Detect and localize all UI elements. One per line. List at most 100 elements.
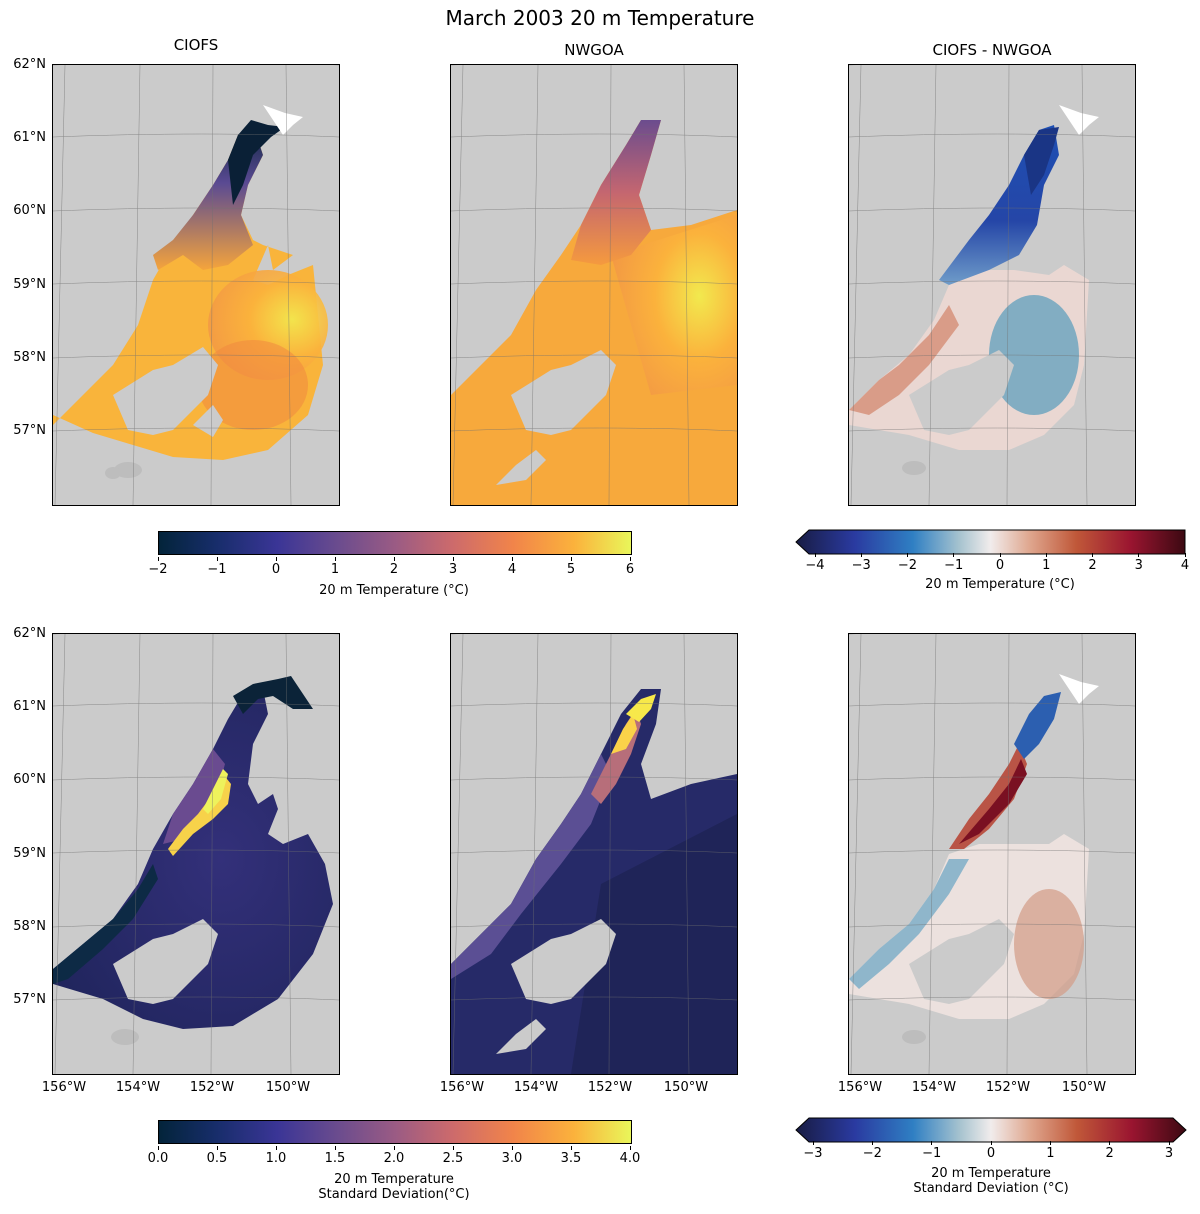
colorbar-std-tick-label: 3.5 <box>560 1151 582 1166</box>
map-diff-temperature <box>848 64 1136 506</box>
colorbar-std-tick-mark <box>275 1146 277 1150</box>
colorbar-std-diff <box>795 1117 1187 1143</box>
colorbar-temperature-tick-mark <box>157 557 159 561</box>
colorbar-temperature-tick-mark <box>452 557 454 561</box>
colorbar-std-tick-label: 1.0 <box>265 1151 287 1166</box>
colorbar-std-tick-mark <box>511 1146 513 1150</box>
colorbar-std-tick-label: 0.5 <box>206 1151 228 1166</box>
lon-tick-panel1: 156°W <box>41 1080 87 1095</box>
colorbar-temperature-tick-label: 1 <box>330 562 340 577</box>
lon-tick-panel1: 152°W <box>189 1080 235 1095</box>
colorbar-std-diff-tick-mark <box>871 1141 873 1145</box>
lat-tick-60-top: 60°N <box>13 203 46 218</box>
lon-tick-panel3: 152°W <box>985 1080 1031 1095</box>
colorbar-temperature-tick-label: −2 <box>148 562 168 577</box>
lat-tick-61-bottom: 61°N <box>13 699 46 714</box>
colorbar-temperature-diff-tick-label: −1 <box>944 558 964 573</box>
lon-tick-panel1: 150°W <box>265 1080 311 1095</box>
map-ciofs-temperature <box>52 64 340 506</box>
colorbar-temperature-tick-label: 6 <box>625 562 635 577</box>
colorbar-temperature-tick-mark <box>629 557 631 561</box>
colorbar-temperature-diff-tick-label: 2 <box>1088 558 1097 573</box>
colorbar-temperature-label: 20 m Temperature (°C) <box>319 583 469 598</box>
colorbar-std-tick-label: 1.5 <box>324 1151 346 1166</box>
colorbar-std-tick-mark <box>629 1146 631 1150</box>
colorbar-temperature-diff-tick-mark <box>953 553 955 557</box>
colorbar-temperature-diff-label: 20 m Temperature (°C) <box>925 577 1075 592</box>
colorbar-std-diff-tick-mark <box>812 1141 814 1145</box>
colorbar-temperature-tick-label: 5 <box>566 562 576 577</box>
colorbar-std-diff-label-line2: Standard Deviation (°C) <box>913 1181 1069 1196</box>
colorbar-temperature-tick-label: 4 <box>507 562 517 577</box>
colorbar-std-diff-tick-label: −3 <box>803 1146 823 1161</box>
colorbar-std-diff-tick-mark <box>990 1141 992 1145</box>
colorbar-std <box>158 1120 632 1144</box>
colorbar-temperature-tick-mark <box>511 557 513 561</box>
colorbar-std-tick-mark <box>452 1146 454 1150</box>
colorbar-temperature-tick-mark <box>393 557 395 561</box>
colorbar-temperature-tick-mark <box>275 557 277 561</box>
colorbar-std-diff-tick-mark <box>1049 1141 1051 1145</box>
colorbar-temperature-diff-tick-mark <box>999 553 1001 557</box>
colorbar-std-diff-label-line1: 20 m Temperature <box>931 1166 1051 1181</box>
figure-title: March 2003 20 m Temperature <box>445 6 755 30</box>
colorbar-std-tick-label: 0.0 <box>147 1151 169 1166</box>
lat-tick-59-top: 59°N <box>13 277 46 292</box>
lon-tick-panel2: 152°W <box>587 1080 633 1095</box>
lat-tick-58-bottom: 58°N <box>13 919 46 934</box>
lon-tick-panel2: 150°W <box>663 1080 709 1095</box>
colorbar-temperature-diff-tick-label: 1 <box>1042 558 1051 573</box>
colorbar-std-tick-mark <box>570 1146 572 1150</box>
colorbar-temperature-diff-tick-mark <box>860 553 862 557</box>
colorbar-temperature-diff-tick-mark <box>1045 553 1047 557</box>
colorbar-std-tick-mark <box>157 1146 159 1150</box>
colorbar-std-label-line2: Standard Deviation(°C) <box>318 1187 470 1202</box>
colorbar-std-label-line1: 20 m Temperature <box>334 1172 454 1187</box>
colorbar-temperature-tick-mark <box>216 557 218 561</box>
colorbar-std-tick-label: 4.0 <box>619 1151 641 1166</box>
lon-tick-panel3: 154°W <box>911 1080 957 1095</box>
colorbar-std-diff-tick-mark <box>1168 1141 1170 1145</box>
map-ciofs-std <box>52 633 340 1075</box>
colorbar-temperature-diff <box>795 529 1186 555</box>
map-nwgoa-temperature <box>450 64 738 506</box>
lat-tick-57-top: 57°N <box>13 423 46 438</box>
colorbar-std-diff-tick-label: 0 <box>986 1146 996 1161</box>
panel-title-ciofs: CIOFS <box>173 36 219 54</box>
lat-tick-59-bottom: 59°N <box>13 846 46 861</box>
colorbar-temperature-diff-tick-mark <box>1092 553 1093 557</box>
colorbar-std-tick-label: 2.0 <box>383 1151 405 1166</box>
colorbar-temperature-diff-tick-label: 0 <box>995 558 1005 573</box>
lat-tick-62-top: 62°N <box>13 57 46 72</box>
colorbar-temperature <box>158 531 632 555</box>
colorbar-temperature-diff-tick-mark <box>814 553 816 557</box>
lat-tick-57-bottom: 57°N <box>13 992 46 1007</box>
colorbar-std-tick-label: 3.0 <box>501 1151 523 1166</box>
lat-tick-58-top: 58°N <box>13 350 46 365</box>
map-nwgoa-std <box>450 633 738 1075</box>
map-diff-std <box>848 633 1136 1075</box>
colorbar-std-diff-tick-label: 3 <box>1164 1146 1174 1161</box>
colorbar-temperature-diff-tick-label: 3 <box>1134 558 1143 573</box>
colorbar-std-tick-mark <box>393 1146 395 1150</box>
lon-tick-panel3: 156°W <box>837 1080 883 1095</box>
colorbar-temperature-diff-tick-label: −3 <box>851 558 871 573</box>
colorbar-std-diff-tick-mark <box>1109 1141 1111 1145</box>
lon-tick-panel3: 150°W <box>1061 1080 1107 1095</box>
colorbar-temperature-tick-label: −1 <box>207 562 227 577</box>
colorbar-std-tick-mark <box>216 1146 218 1150</box>
colorbar-std-tick-mark <box>334 1146 336 1150</box>
colorbar-std-diff-tick-label: −2 <box>862 1146 882 1161</box>
lon-tick-panel2: 154°W <box>513 1080 559 1095</box>
lon-tick-panel1: 154°W <box>115 1080 161 1095</box>
lat-tick-62-bottom: 62°N <box>13 626 46 641</box>
colorbar-temperature-tick-label: 3 <box>448 562 458 577</box>
colorbar-std-tick-label: 2.5 <box>442 1151 464 1166</box>
colorbar-std-diff-tick-label: 2 <box>1105 1146 1114 1161</box>
lat-tick-60-bottom: 60°N <box>13 772 46 787</box>
lon-tick-panel2: 156°W <box>439 1080 485 1095</box>
colorbar-temperature-diff-tick-mark <box>1138 553 1140 557</box>
colorbar-temperature-diff-tick-label: −4 <box>805 558 825 573</box>
colorbar-std-diff-tick-label: 1 <box>1046 1146 1055 1161</box>
panel-title-diff: CIOFS - NWGOA <box>932 41 1052 59</box>
